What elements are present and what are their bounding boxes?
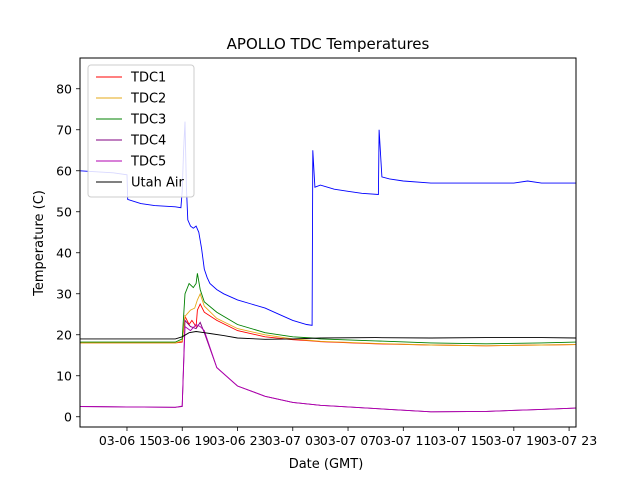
x-tick-label: 03-07 03	[265, 433, 321, 448]
y-tick-label: 70	[56, 122, 72, 137]
y-axis: 0 10 20 30 40 50 60 70 80	[56, 81, 80, 424]
series-layer	[80, 121, 576, 413]
x-axis: 03-06 15 03-06 19 03-06 23 03-07 03 03-07 07…	[99, 427, 597, 448]
x-tick-label: 03-07 19	[486, 433, 542, 448]
legend-label: Utah Air	[131, 176, 184, 191]
x-axis-label: Date (GMT)	[289, 457, 364, 472]
legend-label: TDC3	[130, 113, 166, 128]
chart-title: APOLLO TDC Temperatures	[227, 35, 430, 53]
y-tick-label: 10	[56, 368, 72, 383]
x-tick-label: 03-07 23	[541, 433, 597, 448]
x-tick-label: 03-07 15	[430, 433, 486, 448]
x-tick-label: 03-07 07	[320, 433, 376, 448]
x-tick-label: 03-06 23	[209, 433, 265, 448]
legend-label: TDC4	[130, 134, 166, 149]
x-tick-label: 03-07 11	[375, 433, 431, 448]
legend: TDC1 TDC2 TDC3 TDC4 TDC5 Utah Air	[87, 64, 195, 198]
y-tick-label: 50	[56, 204, 72, 219]
legend-label: TDC5	[130, 155, 166, 170]
y-tick-label: 40	[56, 245, 72, 260]
series-line-tdc5	[80, 323, 576, 413]
x-tick-label: 03-06 19	[154, 433, 210, 448]
x-tick-label: 03-06 15	[99, 433, 155, 448]
series-line-tdc2	[80, 292, 576, 347]
y-tick-label: 20	[56, 327, 72, 342]
y-axis-label: Temperature (C)	[32, 190, 47, 297]
series-line-utah-air	[80, 331, 576, 340]
plot-area-frame	[79, 57, 577, 428]
y-tick-label: 30	[56, 286, 72, 301]
y-tick-label: 60	[56, 163, 72, 178]
legend-label: TDC1	[130, 71, 166, 86]
y-tick-label: 0	[64, 409, 72, 424]
legend-label: TDC2	[130, 92, 166, 107]
series-line-tdc3	[80, 273, 576, 345]
y-tick-label: 80	[56, 81, 72, 96]
